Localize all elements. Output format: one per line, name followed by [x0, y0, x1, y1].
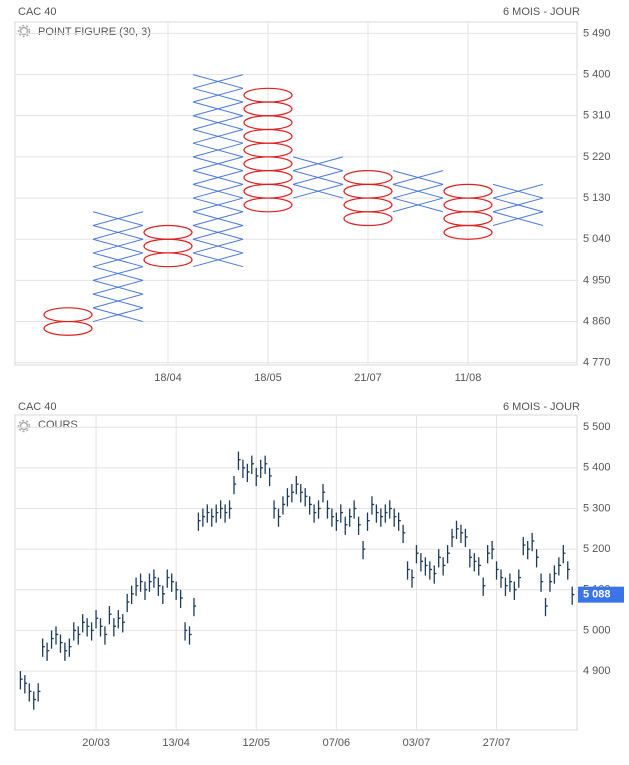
pf-x — [492, 211, 544, 226]
pf-column — [192, 74, 244, 268]
pf-x — [192, 87, 244, 103]
chart-title: CAC 40 — [18, 6, 57, 18]
pf-column — [292, 156, 344, 199]
pf-o — [43, 307, 93, 323]
y-tick-label: 5 040 — [583, 233, 611, 245]
y-tick-label: 5 490 — [583, 27, 611, 39]
last-price-label: 5 088 — [583, 589, 611, 601]
pf-x — [192, 142, 244, 158]
pf-x — [92, 225, 144, 240]
pf-o — [43, 320, 93, 336]
pf-o — [343, 170, 393, 185]
pf-x — [92, 211, 144, 226]
x-tick-label: 21/07 — [354, 372, 382, 384]
y-tick-label: 5 200 — [583, 543, 611, 555]
pf-x — [92, 307, 144, 323]
y-tick-label: 5 400 — [583, 68, 611, 80]
period-label: 6 MOIS - JOUR — [503, 6, 580, 18]
pf-x — [192, 211, 244, 226]
x-tick-label: 20/03 — [82, 737, 110, 749]
pf-x — [92, 238, 144, 254]
pf-column — [392, 170, 444, 213]
pf-x — [292, 156, 344, 172]
indicator-label: POINT FIGURE (30, 3) — [38, 26, 151, 38]
pf-x — [92, 279, 144, 295]
pf-column — [343, 170, 393, 227]
pf-column — [92, 211, 144, 323]
y-tick-label: 5 220 — [583, 151, 611, 163]
pf-x — [192, 238, 244, 254]
x-tick-label: 11/08 — [455, 372, 482, 384]
pf-column — [43, 307, 93, 336]
pf-x — [492, 183, 544, 199]
pf-o — [243, 87, 293, 103]
pf-x — [92, 266, 144, 281]
pf-x — [292, 183, 344, 199]
x-tick-label: 03/07 — [403, 737, 431, 749]
y-tick-label: 5 310 — [583, 110, 611, 122]
pf-x — [392, 197, 444, 213]
gear-icon — [17, 419, 31, 433]
x-tick-label: 07/06 — [323, 737, 351, 749]
pf-x — [192, 74, 244, 89]
y-tick-label: 5 500 — [583, 421, 611, 433]
y-tick-label: 4 860 — [583, 315, 611, 327]
y-tick-label: 4 900 — [583, 665, 611, 677]
x-tick-label: 27/07 — [483, 737, 511, 749]
last-price-box — [578, 586, 624, 603]
pf-o — [143, 224, 193, 240]
plot-frame — [14, 414, 578, 731]
pf-x — [192, 128, 244, 144]
pf-x — [192, 252, 244, 268]
pf-x — [192, 101, 244, 117]
pf-x — [192, 170, 244, 185]
pf-column — [243, 87, 293, 213]
pf-x — [92, 252, 144, 268]
pf-x — [192, 197, 244, 213]
pf-x — [492, 197, 544, 213]
pf-x — [192, 183, 244, 199]
chart-title: CAC 40 — [18, 401, 57, 413]
y-tick-label: 5 300 — [583, 502, 611, 514]
pf-column — [143, 224, 193, 268]
period-label: 6 MOIS - JOUR — [503, 401, 580, 413]
y-tick-label: 4 770 — [583, 357, 611, 369]
x-tick-label: 13/04 — [162, 737, 190, 749]
y-tick-label: 5 400 — [583, 462, 611, 474]
pf-o — [443, 183, 493, 199]
y-tick-label: 5 000 — [583, 624, 611, 636]
pf-x — [392, 170, 444, 185]
x-tick-label: 18/05 — [254, 372, 282, 384]
pf-column — [443, 183, 493, 240]
pf-x — [92, 293, 144, 309]
pf-x — [192, 156, 244, 172]
pf-x — [292, 170, 344, 185]
pf-column — [492, 183, 544, 226]
y-tick-label: 5 130 — [583, 192, 611, 204]
x-tick-label: 18/04 — [154, 372, 182, 384]
y-tick-label: 4 950 — [583, 274, 611, 286]
pf-x — [392, 183, 444, 199]
indicator-label: COURS — [38, 419, 78, 431]
pf-x — [192, 115, 244, 130]
pf-x — [192, 225, 244, 240]
plot-frame — [14, 21, 578, 366]
gear-icon — [17, 24, 31, 38]
x-tick-label: 12/05 — [242, 737, 270, 749]
